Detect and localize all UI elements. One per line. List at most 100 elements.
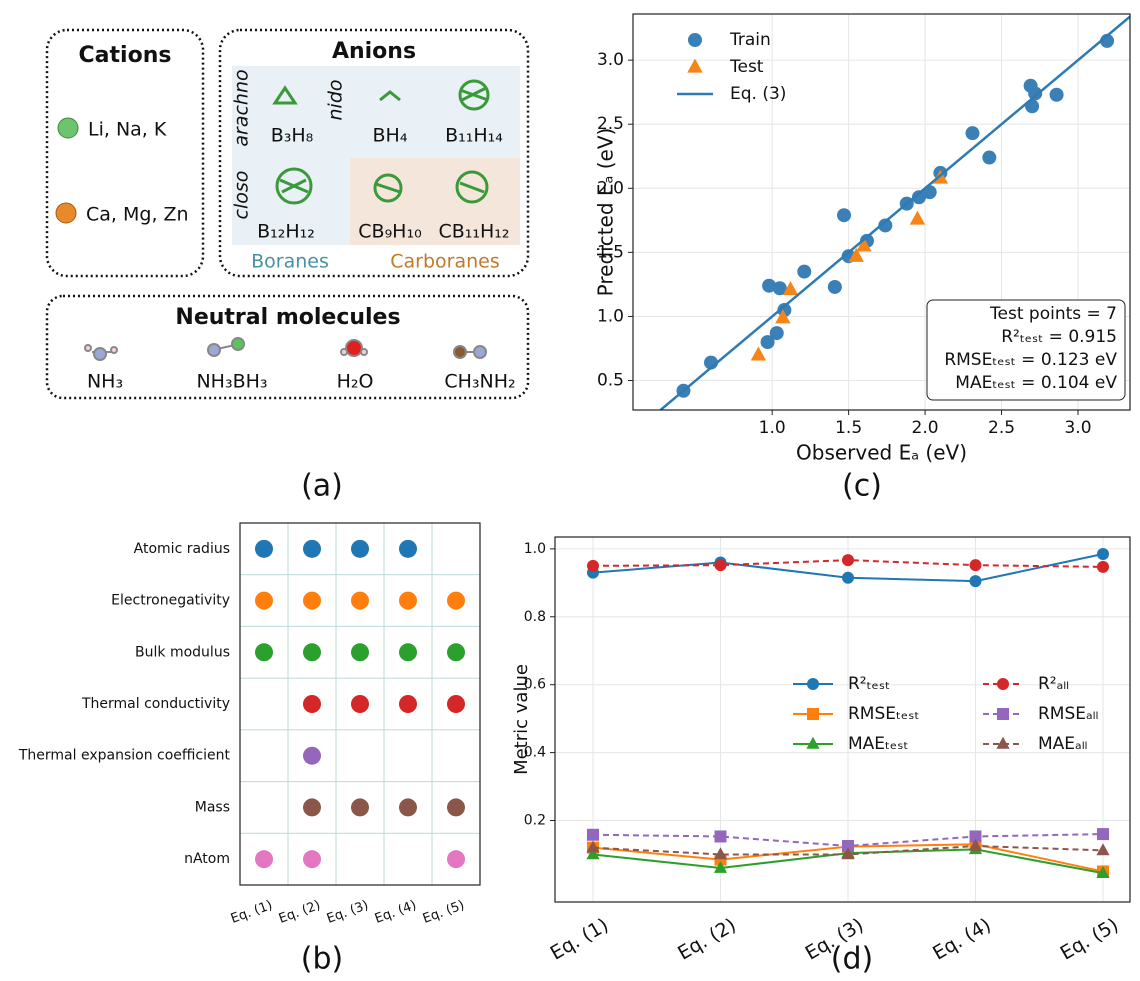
dot	[303, 643, 321, 662]
marker	[760, 335, 775, 350]
x-tick-label: 2.0	[912, 418, 939, 438]
marker	[837, 208, 852, 223]
dot	[255, 591, 273, 610]
marker	[969, 575, 982, 588]
marker	[1097, 547, 1109, 560]
dot	[303, 539, 321, 558]
plot-frame	[632, 13, 1131, 411]
family-label: Carboranes	[390, 251, 500, 273]
marker	[856, 237, 872, 252]
marker	[1049, 87, 1064, 102]
x-tick-label: Eq. (1)	[229, 898, 275, 927]
cluster-icons	[272, 79, 490, 205]
dot	[303, 798, 321, 817]
anion-label: CB₁₁H₁₂	[438, 221, 509, 243]
annotation: MAEₜₑₛₜ = 0.104 eV	[955, 373, 1117, 393]
marker	[878, 218, 893, 233]
marker	[797, 264, 812, 279]
anions-box	[218, 28, 530, 278]
y-tick-label: 2.0	[597, 178, 624, 198]
legend-label: RMSEₜₑₛₜ	[848, 704, 919, 724]
marker	[969, 559, 982, 572]
dot	[303, 850, 321, 869]
annotation: RMSEₜₑₛₜ = 0.123 eV	[944, 350, 1117, 370]
legend-label: R²ₐₗₗ	[1038, 674, 1069, 694]
marker	[762, 278, 777, 293]
x-tick-label: 1.5	[835, 418, 862, 438]
dot	[255, 850, 273, 869]
molecule-label: H₂O	[337, 371, 374, 393]
dot	[351, 591, 369, 610]
marker	[775, 309, 791, 324]
marker	[587, 828, 599, 841]
x-tick-label: Eq. (2)	[674, 914, 740, 965]
legend-label: Eq. (3)	[730, 84, 786, 104]
annotation: Test points = 7	[989, 304, 1117, 324]
x-tick-label: Eq. (3)	[325, 898, 371, 927]
dot	[447, 695, 465, 713]
dot	[303, 695, 321, 713]
dot	[399, 539, 417, 558]
dot	[399, 695, 417, 713]
marker	[714, 559, 727, 572]
molecule-label: NH₃BH₃	[196, 371, 267, 393]
anion-label: B₁₁H₁₄	[445, 125, 503, 147]
y-tick-label: nAtom	[184, 851, 230, 867]
y-tick-label: Thermal expansion coefficient	[18, 748, 231, 764]
marker	[586, 847, 600, 860]
marker	[982, 150, 997, 165]
legend-label: Test	[729, 57, 764, 77]
marker	[769, 326, 784, 341]
dot	[351, 643, 369, 662]
marker	[714, 830, 727, 843]
molecule-label: NH₃	[87, 371, 123, 393]
y-tick-label: 2.5	[597, 114, 624, 134]
marker	[807, 708, 819, 720]
x-tick-label: 3.0	[1064, 418, 1091, 438]
neutral-title: Neutral molecules	[175, 305, 400, 330]
dot	[447, 591, 465, 610]
panel-label: (d)	[831, 942, 873, 977]
y-axis-label: Predicted Eₐ (eV)	[594, 128, 618, 297]
dot	[351, 798, 369, 817]
marker	[1028, 86, 1043, 101]
panel-label: (b)	[301, 942, 343, 977]
plot-frame	[239, 522, 481, 886]
dot	[255, 539, 273, 558]
marker	[586, 840, 600, 853]
y-axis-label: Metric value	[511, 664, 532, 775]
anion-class: nido	[325, 79, 347, 120]
dot	[399, 643, 417, 662]
marker	[965, 126, 980, 141]
carboranes-bg	[350, 158, 520, 245]
y-tick-label: Mass	[195, 799, 230, 815]
annotation-box	[926, 299, 1126, 401]
marker	[1097, 560, 1109, 573]
marker	[1096, 865, 1110, 878]
cation-group: Li, Na, K	[88, 119, 167, 141]
marker	[1097, 828, 1109, 841]
marker	[1096, 843, 1110, 856]
y-tick-label: 0.8	[524, 609, 546, 625]
x-tick-label: Eq. (4)	[373, 898, 419, 927]
anions-title: Anions	[332, 39, 416, 64]
legend-label: RMSEₐₗₗ	[1038, 704, 1098, 724]
y-tick-label: Bulk modulus	[135, 644, 230, 660]
y-tick-label: 1.0	[597, 306, 624, 326]
dot	[447, 850, 465, 869]
marker	[782, 281, 799, 296]
y-tick-label: Atomic radius	[134, 541, 230, 557]
panel-a: Cations Li, Na, K Ca, Mg, Zn Anions arac…	[45, 28, 530, 504]
dot	[399, 591, 417, 610]
x-tick-label: 1.0	[759, 418, 786, 438]
anion-class: arachno	[231, 69, 253, 146]
anion-class: closo	[231, 171, 253, 220]
marker	[996, 736, 1010, 749]
cation-icon	[55, 202, 77, 224]
marker	[848, 247, 864, 262]
y-tick-label: 0.4	[524, 745, 546, 761]
dot	[255, 643, 273, 662]
x-tick-label: Eq. (2)	[277, 898, 323, 927]
family-label: Boranes	[251, 251, 329, 273]
